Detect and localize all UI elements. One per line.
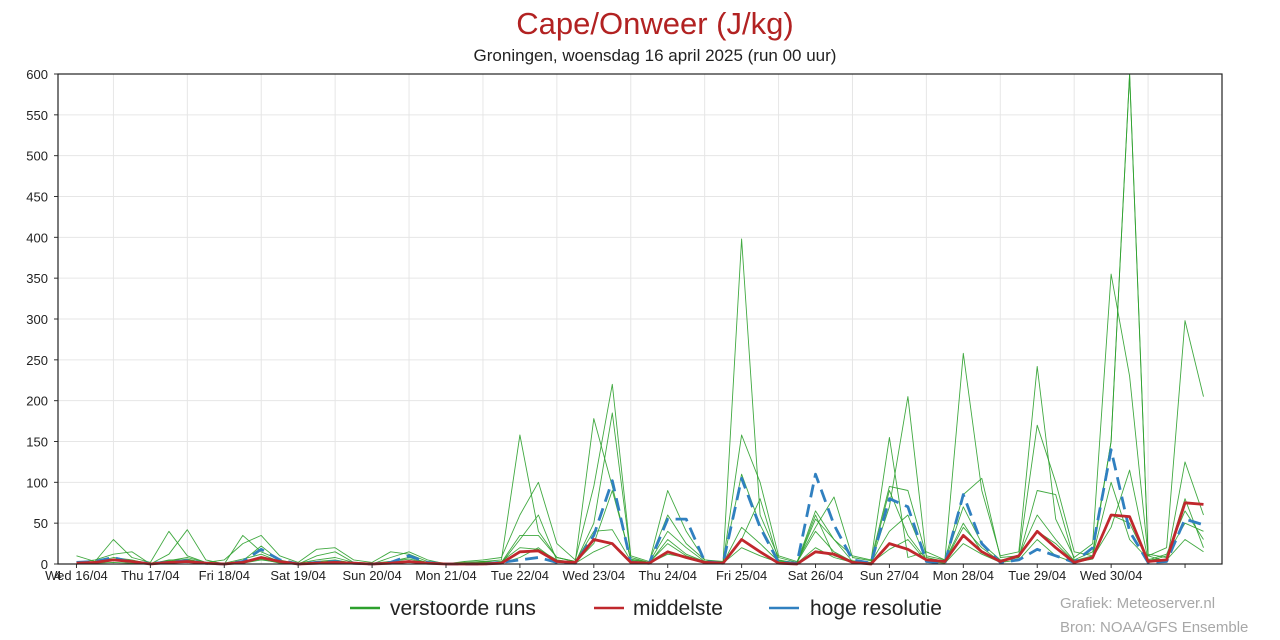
legend-label-verstoorde-runs: verstoorde runs bbox=[390, 597, 536, 620]
y-tick-label: 300 bbox=[26, 312, 48, 327]
y-tick-label: 150 bbox=[26, 435, 48, 450]
chart-subtitle: Groningen, woensdag 16 april 2025 (run 0… bbox=[474, 46, 837, 65]
x-tick-label: Wed 16/04 bbox=[45, 568, 108, 583]
x-tick-label: Mon 21/04 bbox=[415, 568, 476, 583]
x-tick-label: Sun 27/04 bbox=[860, 568, 919, 583]
hoge-resolutie-line bbox=[76, 448, 1204, 566]
x-tick-label: Thu 17/04 bbox=[121, 568, 180, 583]
x-tick-label: Thu 24/04 bbox=[638, 568, 697, 583]
x-tick-label: Wed 23/04 bbox=[562, 568, 625, 583]
legend-item-verstoorde-runs: verstoorde runs bbox=[350, 597, 536, 620]
ensemble-line-6 bbox=[76, 469, 1204, 564]
x-tick-label: 4 bbox=[54, 568, 61, 583]
legend-item-hoge-resolutie: hoge resolutie bbox=[769, 597, 942, 620]
y-tick-label: 500 bbox=[26, 149, 48, 164]
ensemble-line-5 bbox=[76, 514, 1204, 565]
chart-title: Cape/Onweer (J/kg) bbox=[516, 6, 793, 41]
y-tick-label: 550 bbox=[26, 108, 48, 123]
x-tick-label: Sat 19/04 bbox=[270, 568, 326, 583]
credit-graph: Grafiek: Meteoserver.nl bbox=[1060, 595, 1215, 612]
x-tick-label: Mon 28/04 bbox=[933, 568, 994, 583]
legend-item-middelste: middelste bbox=[594, 597, 723, 620]
x-tick-label: Sat 26/04 bbox=[788, 568, 844, 583]
y-tick-label: 200 bbox=[26, 394, 48, 409]
middelste-line bbox=[76, 501, 1204, 566]
grid bbox=[58, 74, 1222, 564]
y-tick-label: 600 bbox=[26, 67, 48, 82]
legend-label-middelste: middelste bbox=[633, 597, 723, 620]
x-tick-label: Tue 22/04 bbox=[491, 568, 549, 583]
legend: verstoorde runs middelste hoge resolutie bbox=[350, 597, 942, 620]
x-tick-label: Fri 25/04 bbox=[716, 568, 767, 583]
y-tick-label: 0 bbox=[41, 557, 48, 572]
axes: 0501001502002503003504004505005506004Wed… bbox=[26, 67, 1223, 583]
x-tick-label: Tue 29/04 bbox=[1008, 568, 1066, 583]
y-tick-label: 50 bbox=[34, 516, 48, 531]
y-tick-label: 450 bbox=[26, 190, 48, 205]
x-tick-label: Fri 18/04 bbox=[199, 568, 250, 583]
y-tick-label: 250 bbox=[26, 353, 48, 368]
main-lines bbox=[76, 448, 1204, 566]
y-tick-label: 400 bbox=[26, 230, 48, 245]
legend-label-hoge-resolutie: hoge resolutie bbox=[810, 597, 942, 620]
credit-source: Bron: NOAA/GFS Ensemble bbox=[1060, 619, 1248, 636]
plot-frame bbox=[57, 73, 1223, 565]
x-tick-label: Sun 20/04 bbox=[342, 568, 401, 583]
x-tick-label: Wed 30/04 bbox=[1080, 568, 1143, 583]
y-tick-label: 100 bbox=[26, 475, 48, 490]
y-tick-label: 350 bbox=[26, 271, 48, 286]
